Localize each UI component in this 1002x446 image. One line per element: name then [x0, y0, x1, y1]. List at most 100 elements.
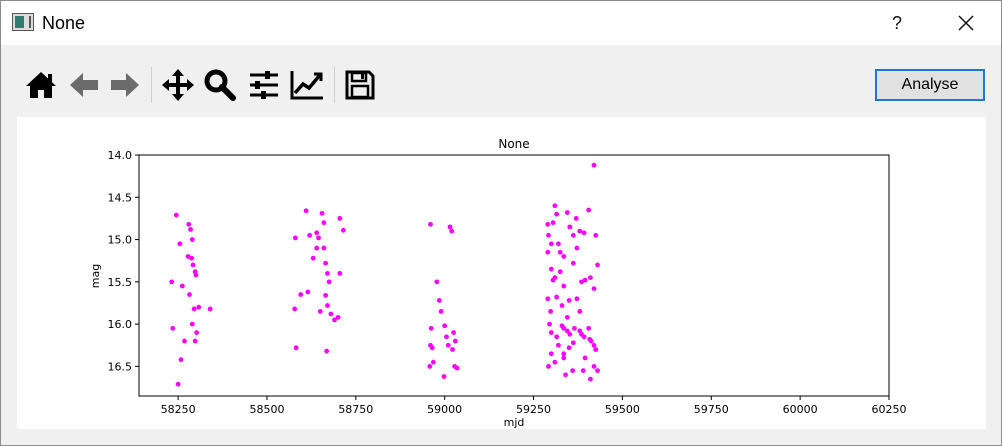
help-button[interactable]: ? — [891, 13, 902, 33]
data-point — [593, 347, 599, 352]
data-point — [441, 374, 447, 379]
data-point — [548, 309, 554, 314]
data-point — [570, 232, 576, 238]
x-axis: 58250 58500 58750 59000 59250 59500 59750 60000… — [161, 396, 907, 416]
data-point — [298, 292, 304, 297]
y-tick-label: 15.0 — [108, 234, 133, 247]
data-point — [178, 357, 184, 363]
data-point — [189, 321, 195, 327]
data-point — [591, 286, 597, 292]
data-point — [173, 212, 179, 218]
data-point — [552, 203, 558, 209]
data-point — [319, 210, 325, 216]
y-axis: 14.0 14.5 15.0 15.5 16.0 16.5 — [108, 149, 139, 373]
data-point — [567, 224, 573, 230]
data-point — [328, 311, 334, 317]
data-point — [310, 255, 316, 261]
data-point — [556, 241, 561, 247]
data-point — [552, 359, 558, 365]
data-point — [179, 283, 185, 289]
data-point — [292, 235, 298, 241]
data-points — [169, 162, 600, 387]
y-tick-label: 14.0 — [108, 149, 133, 162]
data-point — [326, 279, 332, 285]
data-point — [591, 342, 597, 348]
data-point — [314, 230, 320, 236]
data-point — [337, 270, 343, 276]
zoom-button[interactable] — [202, 67, 238, 103]
data-point — [591, 162, 597, 168]
data-point — [546, 232, 551, 238]
data-point — [450, 347, 455, 352]
x-tick-label: 59000 — [427, 403, 462, 416]
forward-button[interactable] — [107, 67, 143, 103]
subplots-button[interactable] — [246, 67, 282, 103]
data-point — [321, 220, 327, 226]
data-point — [427, 364, 433, 369]
data-point — [556, 342, 561, 348]
arrow-right-icon — [111, 73, 139, 97]
data-point — [570, 368, 576, 374]
data-point — [447, 224, 453, 230]
data-point — [323, 292, 329, 298]
plot-canvas[interactable]: None 14.0 14.5 15.0 15.5 16.0 16.5 58250 58500… — [17, 117, 986, 429]
x-tick-label: 58500 — [249, 403, 284, 416]
close-button[interactable] — [943, 1, 989, 45]
data-point — [566, 345, 572, 351]
data-point — [451, 330, 456, 335]
title-bar: None ? — [1, 1, 1001, 45]
line-chart-icon — [290, 71, 323, 100]
floppy-disk-icon — [345, 70, 375, 100]
data-point — [175, 381, 181, 387]
y-tick-label: 14.5 — [108, 191, 133, 204]
back-button[interactable] — [66, 67, 102, 103]
data-point — [292, 306, 298, 312]
magnifier-icon — [204, 69, 236, 101]
analyse-button[interactable]: Analyse — [875, 69, 985, 101]
data-point — [557, 269, 563, 275]
data-point — [191, 306, 197, 312]
data-point — [561, 355, 567, 361]
data-point — [436, 298, 442, 303]
toolbar-separator — [334, 67, 335, 103]
data-point — [305, 289, 311, 295]
x-tick-label: 59250 — [516, 403, 551, 416]
edit-axes-button[interactable] — [289, 67, 325, 103]
data-point — [586, 207, 592, 213]
data-point — [588, 376, 593, 382]
data-point — [189, 237, 195, 242]
data-point — [428, 221, 433, 227]
x-tick-label: 58750 — [338, 403, 373, 416]
data-point — [554, 211, 560, 217]
data-point — [323, 260, 329, 266]
axes-frame — [138, 154, 890, 397]
data-point — [332, 317, 337, 323]
save-button[interactable] — [342, 67, 378, 103]
move-icon — [162, 69, 194, 101]
home-button[interactable] — [23, 67, 59, 103]
data-point — [550, 220, 556, 226]
data-point — [207, 306, 213, 312]
data-point — [550, 277, 556, 283]
data-point — [577, 309, 583, 314]
y-tick-label: 15.5 — [108, 276, 133, 289]
data-point — [581, 334, 587, 340]
data-point — [324, 270, 330, 276]
scatter-chart[interactable]: None 14.0 14.5 15.0 15.5 16.0 16.5 58250 58500… — [17, 117, 986, 429]
data-point — [428, 325, 434, 331]
data-point — [307, 232, 313, 238]
data-point — [316, 235, 321, 241]
data-point — [545, 221, 551, 227]
data-point — [303, 208, 309, 214]
data-point — [564, 328, 570, 334]
sliders-icon — [250, 71, 278, 99]
data-point — [314, 245, 320, 251]
x-tick-label: 59500 — [605, 403, 640, 416]
pan-button[interactable] — [160, 67, 196, 103]
data-point — [452, 364, 458, 369]
y-tick-label: 16.5 — [108, 360, 133, 373]
data-point — [561, 351, 567, 357]
data-point — [442, 323, 448, 329]
data-point — [293, 345, 299, 351]
data-point — [580, 368, 586, 374]
